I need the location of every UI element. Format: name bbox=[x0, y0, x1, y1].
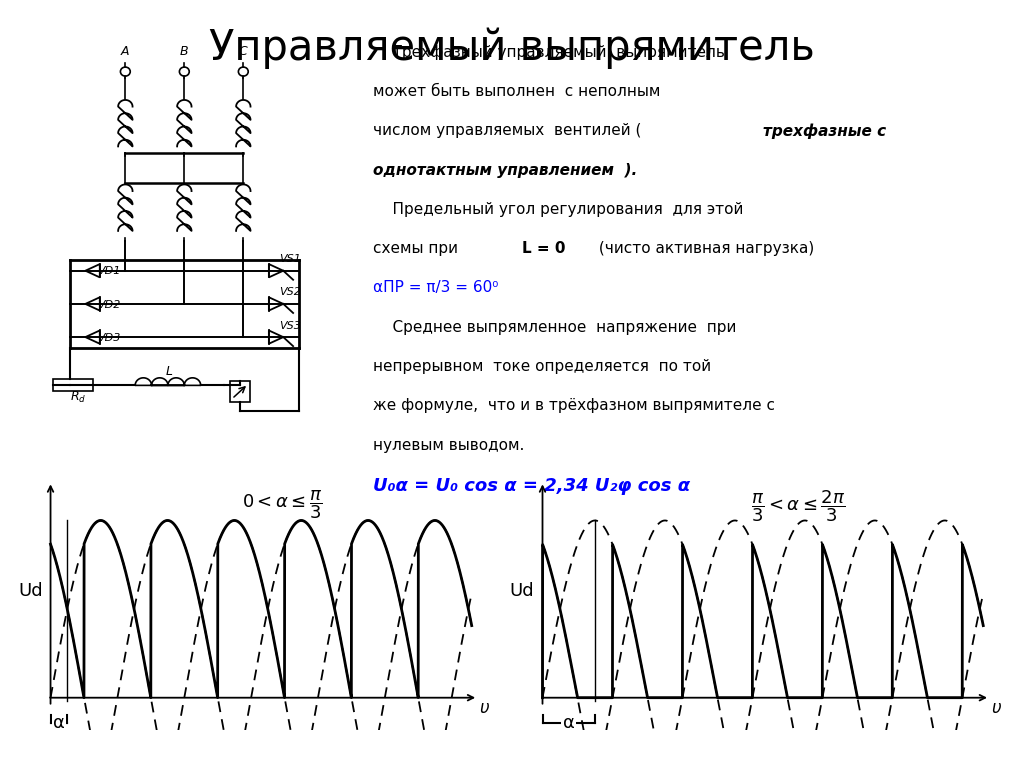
Text: VD1: VD1 bbox=[97, 266, 121, 276]
Text: схемы при: схемы при bbox=[373, 241, 463, 257]
Text: VS3: VS3 bbox=[280, 321, 301, 331]
Text: A: A bbox=[121, 45, 130, 58]
Text: VS1: VS1 bbox=[280, 254, 301, 264]
Text: Управляемый выпрямитель: Управляемый выпрямитель bbox=[209, 27, 815, 69]
Text: α: α bbox=[53, 713, 65, 731]
Text: Среднее выпрямленное  напряжение  при: Среднее выпрямленное напряжение при bbox=[373, 319, 736, 335]
Text: αПР = π/3 = 60⁰: αПР = π/3 = 60⁰ bbox=[373, 280, 499, 296]
Text: $L$: $L$ bbox=[165, 365, 173, 378]
Text: непрерывном  токе определяется  по той: непрерывном токе определяется по той bbox=[373, 359, 712, 374]
Text: Ud: Ud bbox=[18, 582, 43, 601]
Text: однотактным управлением  ).: однотактным управлением ). bbox=[373, 163, 637, 177]
Text: U₀α = U₀ cos α = 2,34 U₂φ cos α: U₀α = U₀ cos α = 2,34 U₂φ cos α bbox=[373, 477, 690, 495]
Text: VS2: VS2 bbox=[280, 287, 301, 297]
Text: трехфазные с: трехфазные с bbox=[763, 124, 886, 139]
Text: VD3: VD3 bbox=[97, 333, 121, 343]
Text: α: α bbox=[563, 713, 574, 731]
Text: Трехфазный управляемый  выпрямитель: Трехфазный управляемый выпрямитель bbox=[373, 45, 725, 60]
Text: Предельный угол регулирования  для этой: Предельный угол регулирования для этой bbox=[373, 202, 743, 217]
Bar bbox=[230, 381, 250, 402]
Text: C: C bbox=[239, 45, 248, 58]
Text: $R_d$: $R_d$ bbox=[70, 389, 86, 405]
Text: же формуле,  что и в трёхфазном выпрямителе с: же формуле, что и в трёхфазном выпрямите… bbox=[373, 399, 775, 413]
Text: может быть выполнен  с неполным: может быть выполнен с неполным bbox=[373, 84, 660, 99]
Text: числом управляемых  вентилей (: числом управляемых вентилей ( bbox=[373, 124, 641, 138]
Bar bbox=[53, 379, 92, 392]
Text: $\dfrac{\pi}{3} < \alpha \leq \dfrac{2\pi}{3}$: $\dfrac{\pi}{3} < \alpha \leq \dfrac{2\p… bbox=[751, 488, 845, 525]
Text: (чисто активная нагрузка): (чисто активная нагрузка) bbox=[594, 241, 815, 257]
Text: L = 0: L = 0 bbox=[521, 241, 565, 257]
Text: Ud: Ud bbox=[510, 582, 535, 601]
Text: υ: υ bbox=[991, 700, 1001, 717]
Text: $0 < \alpha \leq \dfrac{\pi}{3}$: $0 < \alpha \leq \dfrac{\pi}{3}$ bbox=[242, 488, 323, 521]
Text: B: B bbox=[180, 45, 188, 58]
Text: VD2: VD2 bbox=[97, 300, 121, 310]
Text: υ: υ bbox=[479, 700, 489, 717]
Text: нулевым выводом.: нулевым выводом. bbox=[373, 438, 524, 452]
